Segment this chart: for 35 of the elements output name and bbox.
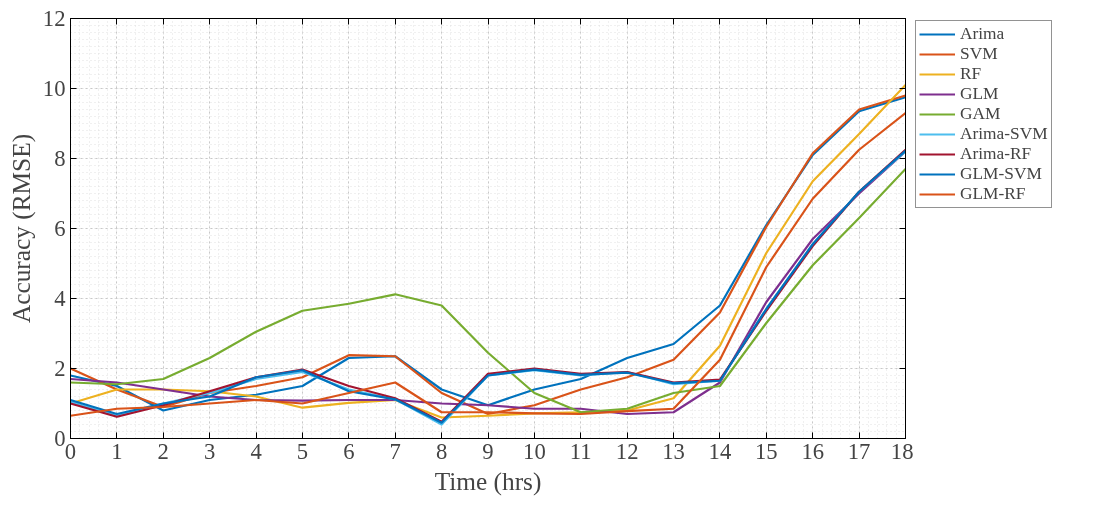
x-tick-label: 15 [755, 438, 778, 464]
x-tick-label: 9 [482, 438, 494, 464]
x-tick-label: 3 [204, 438, 216, 464]
x-tick-label: 2 [157, 438, 169, 464]
x-axis-title: Time (hrs) [434, 466, 542, 496]
x-tick-label: 10 [523, 438, 546, 464]
x-tick-label: 7 [389, 438, 401, 464]
legend-label: RF [960, 64, 982, 84]
x-tick-label: 11 [569, 438, 592, 464]
x-tick-label: 12 [615, 438, 639, 464]
legend-label: Arima-SVM [960, 124, 1048, 144]
legend-label: GLM-SVM [960, 164, 1042, 184]
y-tick-label: 4 [54, 286, 66, 311]
x-tick-label: 13 [662, 438, 685, 464]
y-tick-label: 2 [54, 356, 66, 381]
legend-label: GLM [960, 84, 999, 104]
x-tick-label: 17 [847, 438, 871, 464]
x-tick-label: 5 [296, 438, 309, 464]
legend-label: SVM [960, 44, 998, 64]
y-tick-label: 12 [42, 6, 66, 31]
legend-label: Arima-RF [960, 144, 1032, 164]
y-tick-label: 6 [54, 216, 66, 241]
legend-label: Arima [960, 24, 1005, 44]
y-axis-title: Accuracy (RMSE) [6, 133, 36, 324]
x-tick-label: 1 [111, 438, 123, 464]
y-tick-label: 8 [54, 146, 66, 171]
legend-label: GAM [960, 104, 1001, 124]
x-tick-label: 14 [708, 438, 732, 464]
x-tick-label: 4 [250, 438, 262, 464]
y-tick-label: 10 [42, 76, 66, 101]
legend-label: GLM-RF [960, 184, 1026, 204]
x-tick-label: 16 [801, 438, 825, 464]
x-tick-label: 6 [343, 438, 355, 464]
x-tick-label: 18 [890, 438, 914, 464]
x-tick-label: 8 [435, 438, 448, 464]
